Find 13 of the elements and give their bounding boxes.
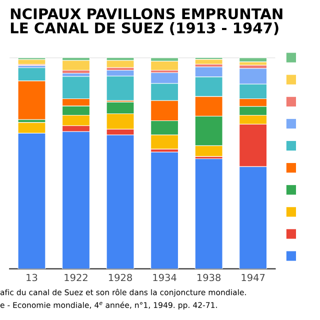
x-tick-label: 13 <box>26 274 38 282</box>
bar <box>150 152 179 269</box>
chart-title: NCIPAUX PAVILLONS EMPRUNTAN LE CANAL DE SUEZ (1913 - 1947) <box>10 8 282 36</box>
x-tick-label: 1928 <box>108 274 132 282</box>
x-tick-label: 1938 <box>197 274 221 282</box>
x-tick-label: 1947 <box>242 274 265 282</box>
bar <box>194 59 223 64</box>
x-tick-label: 1934 <box>153 274 176 282</box>
bar <box>150 60 179 71</box>
bar <box>106 60 134 68</box>
bar <box>194 158 223 269</box>
x-tick-label: 1922 <box>64 274 88 282</box>
bar <box>62 60 90 71</box>
